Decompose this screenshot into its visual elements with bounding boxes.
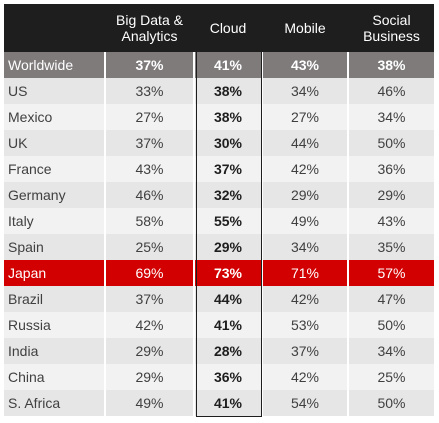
value-cell: 44%	[195, 286, 261, 312]
value-cell: 42%	[263, 286, 347, 312]
value-cell: 50%	[349, 390, 434, 416]
row-label: US	[4, 78, 104, 104]
value-cell: 49%	[106, 390, 193, 416]
value-cell: 46%	[349, 78, 434, 104]
row-label: Worldwide	[4, 52, 104, 78]
value-cell: 27%	[106, 104, 193, 130]
value-cell: 25%	[106, 234, 193, 260]
value-cell: 29%	[349, 182, 434, 208]
table-row: Germany 46% 32% 29% 29%	[4, 182, 434, 208]
value-cell: 32%	[195, 182, 261, 208]
value-cell: 35%	[349, 234, 434, 260]
value-cell: 58%	[106, 208, 193, 234]
value-cell: 49%	[263, 208, 347, 234]
value-cell: 37%	[106, 130, 193, 156]
row-label: Spain	[4, 234, 104, 260]
header-corner	[4, 4, 104, 52]
value-cell: 43%	[349, 208, 434, 234]
table-row: France 43% 37% 42% 36%	[4, 156, 434, 182]
value-cell: 50%	[349, 312, 434, 338]
value-cell: 34%	[349, 338, 434, 364]
value-cell: 37%	[263, 338, 347, 364]
value-cell: 29%	[106, 364, 193, 390]
header-social: Social Business	[349, 4, 434, 52]
value-cell: 29%	[195, 234, 261, 260]
value-cell: 38%	[349, 52, 434, 78]
table-row: UK 37% 30% 44% 50%	[4, 130, 434, 156]
value-cell: 44%	[263, 130, 347, 156]
table-row: Italy 58% 55% 49% 43%	[4, 208, 434, 234]
table-row: Mexico 27% 38% 27% 34%	[4, 104, 434, 130]
table-row: Brazil 37% 44% 42% 47%	[4, 286, 434, 312]
table-row: India 29% 28% 37% 34%	[4, 338, 434, 364]
value-cell: 37%	[106, 286, 193, 312]
row-label: India	[4, 338, 104, 364]
value-cell: 34%	[349, 104, 434, 130]
header-big-data: Big Data & Analytics	[106, 4, 193, 52]
value-cell: 33%	[106, 78, 193, 104]
table-row: S. Africa 49% 41% 54% 50%	[4, 390, 434, 416]
value-cell: 47%	[349, 286, 434, 312]
row-label: Russia	[4, 312, 104, 338]
value-cell: 41%	[195, 52, 261, 78]
value-cell: 34%	[263, 78, 347, 104]
value-cell: 42%	[263, 156, 347, 182]
table-body: Worldwide 37% 41% 43% 38% US 33% 38% 34% 46% Mexic…	[4, 52, 434, 416]
table-header: Big Data & Analytics Cloud Mobile Social…	[4, 4, 434, 52]
value-cell: 55%	[195, 208, 261, 234]
value-cell: 30%	[195, 130, 261, 156]
row-label: Mexico	[4, 104, 104, 130]
value-cell: 43%	[106, 156, 193, 182]
table-row: US 33% 38% 34% 46%	[4, 78, 434, 104]
value-cell: 36%	[195, 364, 261, 390]
header-mobile: Mobile	[263, 4, 347, 52]
row-label: S. Africa	[4, 390, 104, 416]
adoption-table: Big Data & Analytics Cloud Mobile Social…	[4, 4, 434, 416]
value-cell: 29%	[263, 182, 347, 208]
value-cell: 25%	[349, 364, 434, 390]
value-cell: 37%	[195, 156, 261, 182]
value-cell: 57%	[349, 260, 434, 286]
value-cell: 38%	[195, 104, 261, 130]
table-row: Russia 42% 41% 53% 50%	[4, 312, 434, 338]
value-cell: 71%	[263, 260, 347, 286]
value-cell: 43%	[263, 52, 347, 78]
row-label: Brazil	[4, 286, 104, 312]
value-cell: 36%	[349, 156, 434, 182]
row-label: Germany	[4, 182, 104, 208]
value-cell: 54%	[263, 390, 347, 416]
value-cell: 41%	[195, 390, 261, 416]
value-cell: 42%	[263, 364, 347, 390]
row-label: Italy	[4, 208, 104, 234]
value-cell: 28%	[195, 338, 261, 364]
value-cell: 53%	[263, 312, 347, 338]
value-cell: 27%	[263, 104, 347, 130]
value-cell: 29%	[106, 338, 193, 364]
value-cell: 37%	[106, 52, 193, 78]
value-cell: 38%	[195, 78, 261, 104]
header-cloud: Cloud	[195, 4, 261, 52]
value-cell: 41%	[195, 312, 261, 338]
row-label: China	[4, 364, 104, 390]
value-cell: 73%	[195, 260, 261, 286]
table-row: Spain 25% 29% 34% 35%	[4, 234, 434, 260]
table-row: China 29% 36% 42% 25%	[4, 364, 434, 390]
value-cell: 50%	[349, 130, 434, 156]
value-cell: 46%	[106, 182, 193, 208]
value-cell: 34%	[263, 234, 347, 260]
row-label: Japan	[4, 260, 104, 286]
table-row: Worldwide 37% 41% 43% 38%	[4, 52, 434, 78]
row-label: UK	[4, 130, 104, 156]
row-label: France	[4, 156, 104, 182]
value-cell: 69%	[106, 260, 193, 286]
value-cell: 42%	[106, 312, 193, 338]
table-row: Japan 69% 73% 71% 57%	[4, 260, 434, 286]
